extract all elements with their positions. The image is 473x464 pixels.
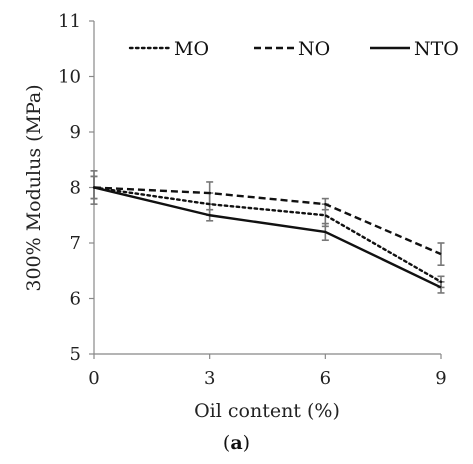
legend-label: MO <box>174 38 209 60</box>
y-tick-label: 11 <box>58 11 81 32</box>
legend-item-mo: MO <box>128 38 209 60</box>
x-axis-label: Oil content (%) <box>194 400 340 422</box>
caption-open: ( <box>222 432 231 454</box>
y-tick-label: 8 <box>70 178 81 199</box>
y-tick-label: 5 <box>70 344 81 365</box>
series-line-mo <box>92 186 443 284</box>
legend: MO NO NTO <box>128 38 459 60</box>
legend-label: NO <box>298 38 330 60</box>
caption-letter: a <box>230 432 243 454</box>
x-tick-label: 3 <box>204 368 215 389</box>
chart: 5 6 7 8 9 10 11 0 3 6 9 MO NO NTO Oil content (%) 30… <box>23 11 459 422</box>
y-tick-label: 10 <box>58 67 81 88</box>
x-tick-label: 6 <box>320 368 331 389</box>
series-lines <box>92 186 443 289</box>
legend-item-nto: NTO <box>370 38 459 60</box>
figure-caption: (a) <box>0 432 473 454</box>
tick-labels: 5 6 7 8 9 10 11 0 3 6 9 <box>58 11 447 389</box>
series-line-no <box>93 186 442 256</box>
y-tick-label: 7 <box>70 233 81 254</box>
y-tick-label: 9 <box>70 122 81 143</box>
y-axis-label: 300% Modulus (MPa) <box>23 84 45 291</box>
legend-item-no: NO <box>254 38 330 60</box>
caption-close: ) <box>242 432 251 454</box>
x-tick-label: 0 <box>88 368 99 389</box>
y-tick-label: 6 <box>70 289 81 310</box>
legend-label: NTO <box>414 38 459 60</box>
x-tick-label: 9 <box>435 368 446 389</box>
series-line-nto <box>93 186 442 289</box>
